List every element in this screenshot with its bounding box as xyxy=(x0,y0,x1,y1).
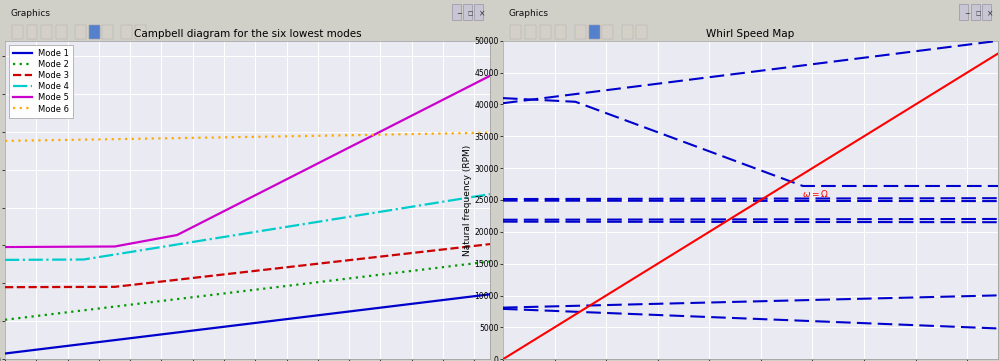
Mode 3 xyxy=(229,271,241,275)
Mode 1 xyxy=(472,293,484,298)
Mode 2 xyxy=(0,318,11,322)
Bar xyxy=(452,4,461,20)
Text: Graphics: Graphics xyxy=(11,9,51,18)
Mode 4 xyxy=(0,258,11,262)
Mode 5 xyxy=(472,79,484,84)
Mode 1 xyxy=(0,351,11,356)
Bar xyxy=(971,4,980,20)
Mode 3 xyxy=(472,243,484,248)
Bar xyxy=(474,4,483,20)
Mode 4 xyxy=(261,228,273,232)
Bar xyxy=(89,25,100,39)
Mode 3 xyxy=(0,285,11,290)
Bar xyxy=(602,25,613,39)
Mode 2 xyxy=(484,259,496,264)
Mode 2 xyxy=(232,290,244,294)
Mode 6 xyxy=(0,139,11,143)
Bar xyxy=(27,25,37,39)
Title: Campbell diagram for the six lowest modes: Campbell diagram for the six lowest mode… xyxy=(134,29,361,39)
Mode 1 xyxy=(288,316,300,321)
Line: Mode 5: Mode 5 xyxy=(5,76,490,247)
Mode 6 xyxy=(261,134,273,139)
Mode 5 xyxy=(0,245,11,249)
Mode 5 xyxy=(232,202,244,206)
Mode 2 xyxy=(261,286,273,290)
Line: Mode 3: Mode 3 xyxy=(5,244,490,287)
Mode 6 xyxy=(232,135,244,139)
Mode 4 xyxy=(484,192,496,196)
Mode 4 xyxy=(232,232,244,237)
Mode 1 xyxy=(484,292,496,296)
Text: −: − xyxy=(457,11,462,17)
Bar xyxy=(510,25,521,39)
Bar xyxy=(463,4,472,20)
Bar xyxy=(622,25,633,39)
Bar xyxy=(56,25,67,39)
Mode 1 xyxy=(397,303,409,307)
Bar xyxy=(636,25,647,39)
Bar xyxy=(525,25,536,39)
Text: □: □ xyxy=(468,12,473,17)
Text: Graphics: Graphics xyxy=(509,9,549,18)
Mode 4 xyxy=(229,233,241,237)
Mode 5 xyxy=(484,74,496,78)
Text: −: − xyxy=(964,11,970,17)
Bar xyxy=(589,25,600,39)
Mode 5 xyxy=(229,203,241,208)
Line: Mode 4: Mode 4 xyxy=(5,194,490,260)
Mode 2 xyxy=(229,290,241,294)
Bar xyxy=(540,25,551,39)
Text: $\omega=\Omega$: $\omega=\Omega$ xyxy=(802,188,829,199)
Bar xyxy=(589,25,600,39)
Mode 3 xyxy=(288,264,300,269)
Mode 1 xyxy=(232,323,244,327)
Legend: Mode 1, Mode 2, Mode 3, Mode 4, Mode 5, Mode 6: Mode 1, Mode 2, Mode 3, Mode 4, Mode 5, … xyxy=(9,45,73,118)
Mode 1 xyxy=(261,319,273,323)
Bar xyxy=(555,25,566,39)
Mode 3 xyxy=(232,271,244,275)
Mode 4 xyxy=(288,223,300,228)
Mode 6 xyxy=(229,135,241,139)
Text: ×: × xyxy=(987,9,993,18)
Mode 1 xyxy=(229,323,241,327)
Bar xyxy=(959,4,968,20)
Bar xyxy=(121,25,132,39)
Line: Mode 2: Mode 2 xyxy=(5,261,490,320)
Bar xyxy=(102,25,113,39)
Bar xyxy=(75,25,86,39)
Bar xyxy=(135,25,146,39)
Mode 4 xyxy=(397,206,409,210)
Mode 6 xyxy=(472,131,484,135)
Mode 2 xyxy=(397,270,409,274)
Mode 3 xyxy=(484,242,496,246)
Bar xyxy=(982,4,991,20)
Title: Whirl Speed Map: Whirl Speed Map xyxy=(706,29,795,39)
Mode 5 xyxy=(397,118,409,122)
Text: □: □ xyxy=(975,12,980,17)
Mode 2 xyxy=(472,261,484,265)
Mode 5 xyxy=(288,174,300,178)
Bar xyxy=(575,25,586,39)
Mode 3 xyxy=(261,267,273,271)
Mode 6 xyxy=(288,134,300,138)
Mode 6 xyxy=(484,131,496,135)
Y-axis label: Natural frequency (RPM): Natural frequency (RPM) xyxy=(463,144,472,256)
Bar xyxy=(41,25,52,39)
Line: Mode 1: Mode 1 xyxy=(5,294,490,353)
Mode 2 xyxy=(288,283,300,287)
Line: Mode 6: Mode 6 xyxy=(5,133,490,141)
Mode 4 xyxy=(472,194,484,198)
Bar xyxy=(12,25,23,39)
Mode 3 xyxy=(397,252,409,256)
Bar xyxy=(89,25,100,39)
Mode 5 xyxy=(261,187,273,191)
Mode 6 xyxy=(397,132,409,136)
Text: ×: × xyxy=(479,9,485,18)
